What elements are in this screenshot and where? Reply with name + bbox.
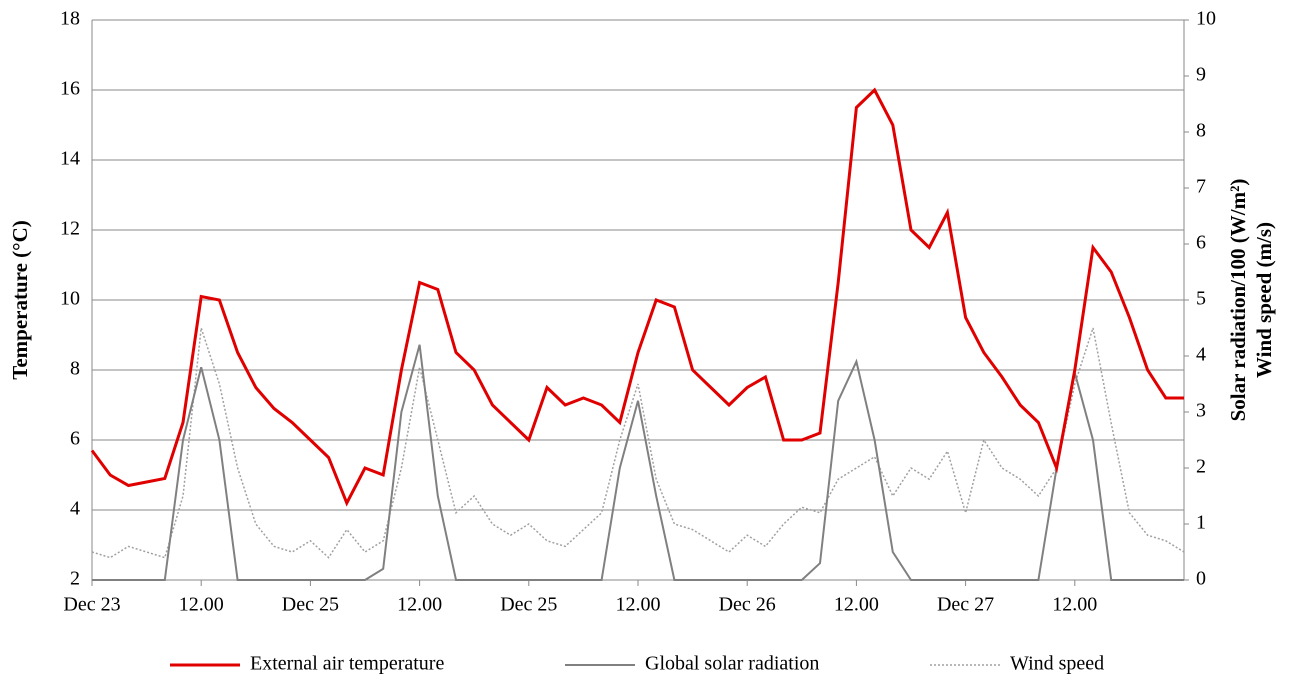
x-tick-label: Dec 27: [937, 594, 994, 616]
y2-tick-label: 6: [1196, 232, 1206, 254]
y-axis-label: Temperature (°C): [8, 220, 32, 379]
y-tick-label: 12: [60, 218, 80, 240]
x-tick-label: 12.00: [179, 594, 224, 616]
x-tick-label: Dec 26: [719, 594, 776, 616]
y2-tick-label: 7: [1196, 176, 1206, 198]
y2-tick-label: 5: [1196, 288, 1206, 310]
y2-tick-label: 3: [1196, 400, 1206, 422]
x-tick-label: 12.00: [616, 594, 661, 616]
y2-tick-label: 0: [1196, 568, 1206, 590]
x-tick-label: 12.00: [397, 594, 442, 616]
y2-tick-label: 10: [1196, 8, 1216, 30]
y-tick-label: 18: [60, 8, 80, 30]
y-tick-label: 8: [70, 358, 80, 380]
x-tick-label: Dec 23: [63, 594, 120, 616]
x-tick-label: 12.00: [834, 594, 879, 616]
x-tick-label: Dec 25: [282, 594, 339, 616]
y-tick-label: 16: [60, 78, 80, 100]
y-tick-label: 6: [70, 428, 80, 450]
y2-tick-label: 2: [1196, 456, 1206, 478]
y-tick-label: 10: [60, 288, 80, 310]
y2-axis-label: Solar radiation/100 (W/m²): [1226, 179, 1250, 422]
legend-label: External air temperature: [250, 653, 444, 675]
y-tick-label: 2: [70, 568, 80, 590]
y-tick-label: 4: [70, 498, 80, 520]
series-line: [91, 327, 1185, 559]
y2-tick-label: 1: [1196, 512, 1206, 534]
y2-tick-label: 4: [1196, 344, 1206, 366]
y2-tick-label: 9: [1196, 64, 1206, 86]
y2-tick-label: 8: [1196, 120, 1206, 142]
y2-axis-label: Wind speed (m/s): [1252, 222, 1276, 378]
x-tick-label: Dec 25: [500, 594, 557, 616]
x-tick-label: 12.00: [1052, 594, 1097, 616]
legend-label: Global solar radiation: [645, 653, 819, 675]
series-line: [90, 87, 1184, 507]
series-line: [92, 344, 1184, 581]
legend-label: Wind speed: [1010, 653, 1104, 675]
y-tick-label: 14: [60, 148, 80, 170]
